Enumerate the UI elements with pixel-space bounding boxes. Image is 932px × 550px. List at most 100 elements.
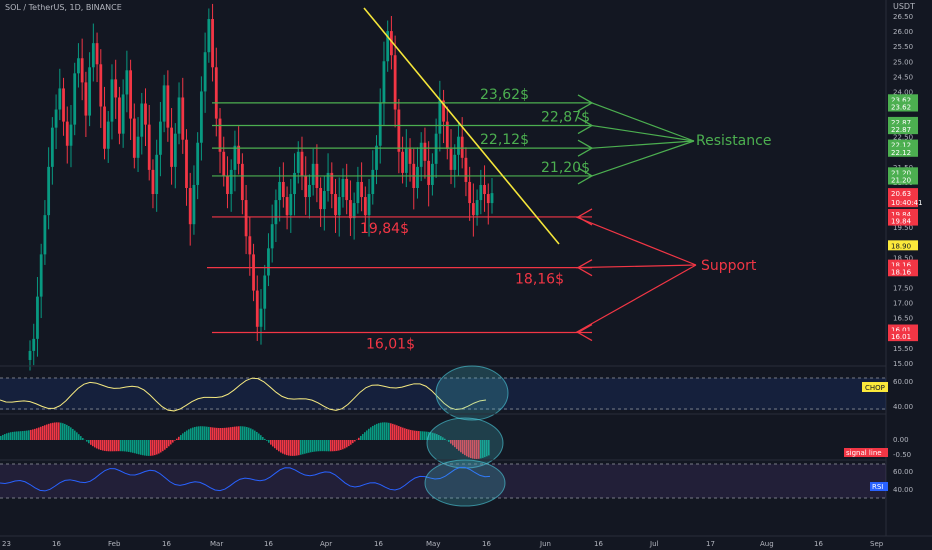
support-price-tag: 19.84 <box>891 218 912 226</box>
candle-body <box>471 203 475 216</box>
histogram-bar <box>390 423 392 440</box>
candle-body <box>386 31 390 62</box>
resistance-price-tag: 22.87 <box>891 119 911 127</box>
histogram-bar <box>214 427 216 440</box>
last-price-tag: 20.63 <box>891 190 911 198</box>
histogram-bar <box>166 440 168 449</box>
histogram-bar <box>234 426 236 440</box>
chop-line <box>0 377 487 412</box>
histogram-bar <box>394 424 396 440</box>
price-tick-label: 17.50 <box>893 285 913 293</box>
time-tick-label: 16 <box>594 540 603 548</box>
resistance-arrow-head <box>577 116 594 135</box>
candle-body <box>114 79 118 98</box>
resistance-price-tag: 21.20 <box>891 169 911 177</box>
candle-body <box>188 187 192 225</box>
candle-body <box>132 118 136 158</box>
time-tick-label: 23 <box>2 540 11 548</box>
histogram-bar <box>2 434 4 440</box>
histogram-bar <box>106 440 108 452</box>
histogram-bar <box>480 440 482 459</box>
symbol-title[interactable]: SOL / TetherUS, 1D, BINANCE <box>5 3 122 12</box>
candle-body <box>363 197 367 216</box>
histogram-bar <box>422 431 424 440</box>
histogram-bar <box>280 440 282 453</box>
histogram-bar <box>170 440 172 445</box>
time-axis[interactable]: 23 16 Feb 16 Mar 16 Apr 16 May 16 Jun 16 Jul 17 Aug 16 S… <box>2 540 884 548</box>
candle-body <box>334 194 337 216</box>
support-price-tag: 19.84 <box>891 211 912 219</box>
histogram-bar <box>66 424 68 440</box>
histogram-bar <box>258 433 260 440</box>
histogram-bar <box>164 440 166 450</box>
histogram-bar <box>336 440 338 451</box>
histogram-bar <box>216 427 218 440</box>
histogram-bar <box>6 433 8 440</box>
candle-body <box>390 31 393 56</box>
histogram-bar <box>248 427 250 440</box>
histogram-bar <box>404 428 406 440</box>
support-pointer <box>575 264 697 334</box>
histogram-bar <box>376 423 378 440</box>
candle-body <box>252 254 255 291</box>
time-tick-label: Jul <box>649 540 659 548</box>
candle-body <box>430 163 434 185</box>
histogram-bar <box>382 422 384 440</box>
price-tick-label: 15.50 <box>893 345 913 353</box>
candle-body <box>263 275 267 309</box>
histogram-bar <box>30 429 32 440</box>
candle-body <box>300 151 304 176</box>
candle-body <box>240 163 244 201</box>
histogram-bar <box>220 427 222 440</box>
support-pointer <box>575 216 697 266</box>
histogram-bar <box>290 440 292 456</box>
histogram-bar <box>40 426 42 440</box>
time-tick-label: Mar <box>210 540 223 548</box>
histogram-bar <box>266 440 268 441</box>
time-tick-label: Sep <box>870 540 884 548</box>
resistance-pointer <box>591 102 695 142</box>
time-tick-label: 16 <box>162 540 171 548</box>
candle-body <box>88 67 92 116</box>
histogram-bar <box>398 426 400 440</box>
histogram-bar <box>148 440 150 456</box>
candle-body <box>129 70 132 119</box>
histogram-bar <box>360 435 362 440</box>
support-arrow-head <box>576 259 593 277</box>
prev-close-tag-bg <box>888 240 918 251</box>
histogram-bar <box>302 440 304 455</box>
price-tick-label: 25.50 <box>893 43 913 51</box>
histogram-bar <box>260 435 262 440</box>
histogram-bar <box>22 431 24 440</box>
histogram-bar <box>44 425 46 440</box>
histogram-bar <box>434 433 436 440</box>
histogram-bar <box>362 434 364 440</box>
histogram-bar <box>476 440 478 459</box>
candle-body <box>319 187 323 210</box>
descending-trendline[interactable] <box>363 7 560 245</box>
histogram-bar <box>60 422 62 440</box>
histogram-bar <box>134 440 136 454</box>
time-tick-label: Feb <box>108 540 121 548</box>
histogram-bar <box>442 437 444 440</box>
histogram-bar <box>114 440 116 452</box>
histogram-bar <box>300 440 302 455</box>
histogram-bar <box>118 440 120 452</box>
candle-body <box>345 178 349 201</box>
candle-body <box>222 151 226 176</box>
time-tick-label: 16 <box>814 540 823 548</box>
histogram-bar <box>128 440 130 452</box>
histogram-bar <box>286 440 288 456</box>
candle-body <box>199 91 203 143</box>
histogram-bar <box>432 432 434 440</box>
histogram-bar <box>222 427 224 440</box>
time-tick-label: May <box>426 540 440 548</box>
candle-body <box>233 145 237 170</box>
histogram-bar <box>64 423 66 440</box>
histogram-bar <box>68 426 70 440</box>
candle-body <box>296 151 300 173</box>
histogram-bar <box>18 431 20 440</box>
candle-body <box>196 142 200 185</box>
candle-body <box>147 124 151 170</box>
